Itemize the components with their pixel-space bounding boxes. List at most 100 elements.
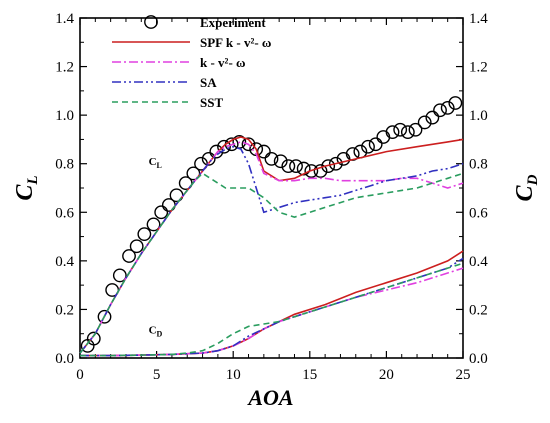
data-point (97, 309, 112, 324)
legend-entry: SA (112, 75, 217, 90)
series-cl (79, 141, 464, 354)
data-point (304, 164, 319, 178)
y-tick-label-right: 0.0 (469, 351, 488, 367)
curve-label-sub: L (157, 161, 162, 170)
data-point (281, 159, 296, 174)
legend-entry: Experiment (144, 15, 266, 30)
data-point (146, 217, 161, 232)
y-axis-title-left-main: C (12, 184, 38, 201)
data-point (393, 122, 408, 137)
curve-label-main: C (149, 325, 157, 337)
data-point (385, 125, 400, 140)
legend-label: SPF k - v²- ω (200, 35, 271, 50)
data-point (328, 156, 343, 171)
legend-entry: k - v²- ω (112, 55, 246, 70)
y-tick-label-right: 0.6 (469, 205, 488, 221)
data-point (137, 227, 152, 242)
data-point (241, 137, 256, 152)
x-tick-label: 25 (456, 367, 471, 383)
data-point (361, 139, 375, 154)
legend-entry: SPF k - v²- ω (112, 35, 271, 50)
data-point (86, 331, 101, 346)
plot-frame (79, 17, 464, 359)
series-line (79, 172, 464, 354)
legend-label: SA (200, 75, 217, 90)
data-point (289, 159, 303, 174)
y-tick-label-left: 1.4 (55, 11, 74, 27)
legend-entry: SST (112, 95, 223, 110)
legend: Experiment SPF k - v²- ω k - v²- ω SA SST (112, 15, 271, 110)
x-tick-label: 0 (76, 367, 84, 383)
legend-marker (144, 15, 158, 29)
x-tick-label: 15 (302, 367, 317, 383)
series-cl (80, 96, 463, 353)
data-point (112, 268, 127, 283)
curve-label-main: C (149, 156, 157, 168)
legend-label: SST (200, 95, 223, 110)
data-point (400, 125, 415, 140)
y-axis-title-right-sub: D (525, 174, 541, 186)
y-tick-label-right: 1.4 (469, 11, 488, 27)
y-axis-title-left-sub: L (25, 175, 41, 185)
y-tick-label-right: 1.0 (469, 108, 488, 124)
y-axis-title-right: CD (512, 174, 541, 201)
data-point (296, 161, 311, 176)
series-line (80, 262, 464, 357)
y-tick-label-left: 0.8 (55, 157, 74, 173)
y-tick-label-left: 0.2 (55, 302, 74, 318)
data-point (178, 176, 193, 191)
series-line (80, 257, 464, 357)
curve-label: CL (149, 156, 162, 170)
data-point (264, 151, 279, 166)
y-tick-label-right: 1.2 (469, 60, 488, 76)
series-line (80, 250, 464, 357)
y-tick-label-left: 1.2 (55, 60, 74, 76)
data-point (122, 249, 136, 263)
legend-label: Experiment (200, 15, 266, 30)
series-cd (80, 257, 464, 357)
series-layer (79, 96, 464, 357)
y-tick-label-left: 0.4 (55, 254, 74, 270)
y-tick-label-left: 0.0 (55, 351, 74, 367)
series-cd (80, 250, 464, 357)
data-point (313, 164, 328, 178)
series-line (79, 145, 464, 354)
series-cl (79, 172, 464, 354)
series-cl (79, 145, 464, 354)
curve-label-sub: D (157, 330, 163, 339)
ticks-layer: 0 5 10 15 20 250.0 0.00.2 0.20.4 0.40.6 0.60.8 0.8… (55, 11, 488, 383)
x-tick-label: 10 (226, 367, 241, 383)
data-point (273, 154, 288, 169)
data-point (417, 115, 432, 130)
series-line (79, 136, 464, 354)
data-point (425, 110, 440, 125)
y-axis-title-right-main: C (512, 184, 538, 201)
y-axis-title-left: CL (12, 175, 41, 200)
y-tick-label-right: 0.4 (469, 254, 488, 270)
legend-label: k - v²- ω (200, 55, 246, 70)
data-point (368, 137, 383, 152)
data-point (186, 166, 201, 181)
y-tick-label-left: 1.0 (55, 108, 74, 124)
x-tick-label: 20 (379, 367, 394, 383)
data-point (201, 151, 216, 166)
y-tick-label-right: 0.2 (469, 302, 488, 318)
data-point (256, 144, 271, 159)
data-point (433, 103, 447, 118)
series-line (79, 141, 464, 354)
data-point (448, 96, 463, 110)
data-point (408, 122, 423, 137)
data-point (217, 139, 231, 154)
data-point (129, 239, 144, 254)
curve-label: CD (149, 325, 163, 339)
data-point (440, 100, 455, 115)
series-cl (79, 136, 464, 354)
x-tick-label: 5 (153, 367, 161, 383)
y-tick-label-left: 0.6 (55, 205, 74, 221)
series-cd (80, 262, 464, 357)
data-point (321, 159, 336, 174)
data-point (194, 156, 208, 171)
